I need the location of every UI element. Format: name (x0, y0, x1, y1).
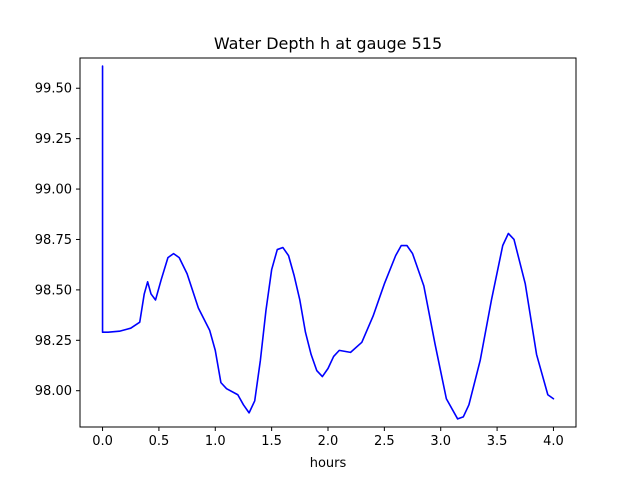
x-axis-label: hours (310, 456, 347, 471)
y-tick-label: 99.50 (35, 82, 72, 97)
x-tick-label: 3.5 (487, 434, 508, 449)
x-tick-label: 1.5 (261, 434, 282, 449)
series-line-0 (101, 65, 555, 420)
y-tick-label: 98.75 (35, 233, 72, 248)
y-tick-label: 99.00 (35, 183, 72, 198)
x-tick-label: 0.5 (149, 434, 170, 449)
x-tick-label: 0.0 (92, 434, 113, 449)
x-tick-label: 4.0 (543, 434, 564, 449)
y-tick-label: 98.00 (35, 384, 72, 399)
x-tick-label: 3.0 (430, 434, 451, 449)
chart-title: Water Depth h at gauge 515 (214, 34, 442, 53)
x-tick-label: 2.0 (318, 434, 339, 449)
x-tick-label: 2.5 (374, 434, 395, 449)
plot-area: 0.0 0.5 1.0 1.5 2.0 2.5 3.0 3.5 4.0 98.00 98.25 98.… (35, 57, 577, 449)
x-tick-label: 1.0 (205, 434, 226, 449)
y-tick-label: 99.25 (35, 132, 72, 147)
y-tick-label: 98.50 (35, 283, 72, 298)
y-tick-label: 98.25 (35, 334, 72, 349)
